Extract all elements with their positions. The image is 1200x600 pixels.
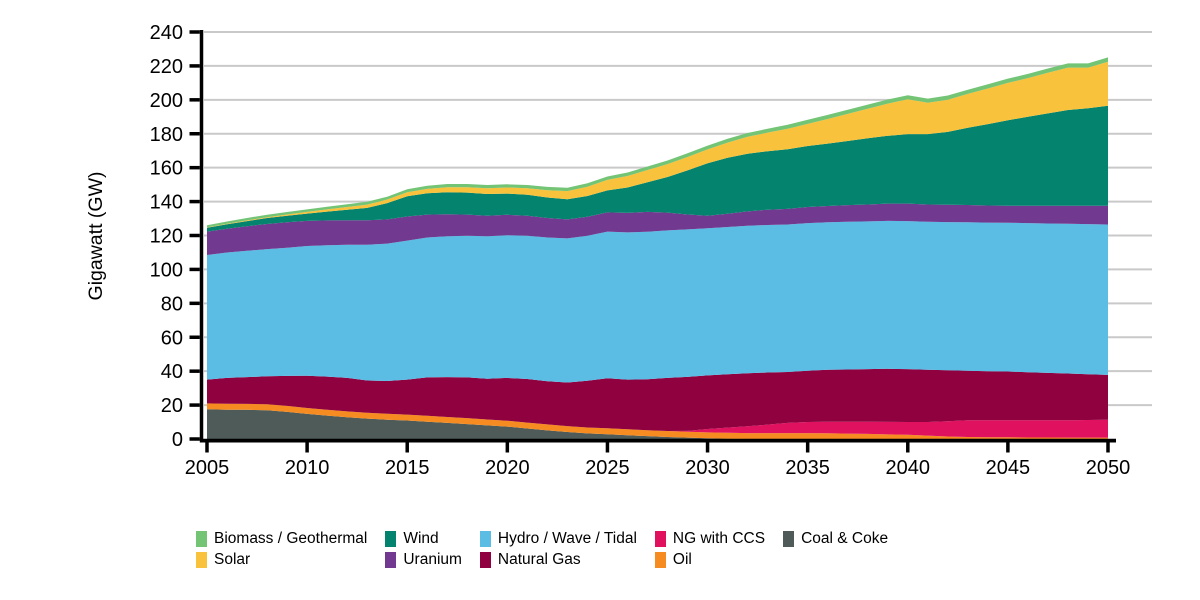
x-tick-label: 2025 [585,457,630,479]
y-tick-label: 240 [150,22,183,44]
legend-label: Oil [672,550,692,568]
y-tick-label: 80 [161,293,183,315]
legend-item-uranium: Uranium [385,549,462,570]
y-tick-label: 120 [150,226,183,248]
legend-item-hydro-wave-tidal: Hydro / Wave / Tidal [479,528,637,549]
area-natural-gas [207,368,1108,431]
legend-item-ng-with-ccs: NG with CCS [654,528,766,549]
x-tick-label: 2030 [685,457,730,479]
y-tick-label: 0 [172,429,183,451]
y-tick-label: 220 [150,56,183,78]
natural-gas-swatch-icon [479,551,491,568]
legend-label: Solar [214,550,251,568]
oil-swatch-icon [654,551,666,568]
x-tick-label: 2045 [986,457,1031,479]
legend-label: Hydro / Wave / Tidal [497,529,637,547]
x-tick-label: 2005 [185,457,230,479]
ng-with-ccs-swatch-icon [654,530,666,547]
y-tick-label: 60 [161,327,183,349]
area-ng-with-ccs [207,403,1108,438]
legend-item-solar: Solar [196,549,367,570]
area-oil [207,403,1108,439]
x-tick-label: 2040 [886,457,931,479]
y-axis-title: Gigawatt (GW) [85,172,107,301]
legend-label: Wind [403,529,439,547]
x-tick-label: 2010 [285,457,330,479]
legend-label: Natural Gas [497,550,581,568]
y-tick-label: 20 [161,395,183,417]
y-tick-label: 160 [150,158,183,180]
biomass-geothermal-swatch-icon [196,530,207,547]
solar-swatch-icon [196,551,207,568]
y-tick-label: 140 [150,192,183,214]
area-coal-coke [207,409,1108,439]
coal-coke-swatch-icon [783,530,795,547]
legend-label: Uranium [403,550,462,568]
legend-label: Biomass / Geothermal [214,529,368,547]
y-tick-label: 200 [150,90,183,112]
legend-item-biomass-geothermal: Biomass / Geothermal [196,528,367,549]
area-hydro-wave-tidal [207,220,1108,383]
x-tick-label: 2050 [1086,457,1131,479]
y-tick-label: 100 [150,259,183,281]
hydro-wave-tidal-swatch-icon [479,530,491,547]
chart-legend: Biomass / Geothermal Solar Wind Uranium Hydr… [196,528,888,570]
area-wind [207,105,1108,232]
legend-item-coal-coke: Coal & Coke [783,528,888,549]
legend-item-natural-gas: Natural Gas [479,549,637,570]
y-tick-label: 180 [150,124,183,146]
legend-item-wind: Wind [385,528,462,549]
y-tick-label: 40 [161,361,183,383]
legend-label: Coal & Coke [801,529,889,547]
x-tick-label: 2015 [385,457,430,479]
wind-swatch-icon [385,530,397,547]
area-uranium [207,203,1108,255]
legend-item-oil: Oil [654,549,765,570]
uranium-swatch-icon [385,551,397,568]
x-tick-label: 2020 [485,457,530,479]
legend-label: NG with CCS [672,529,766,547]
x-tick-label: 2035 [785,457,830,479]
